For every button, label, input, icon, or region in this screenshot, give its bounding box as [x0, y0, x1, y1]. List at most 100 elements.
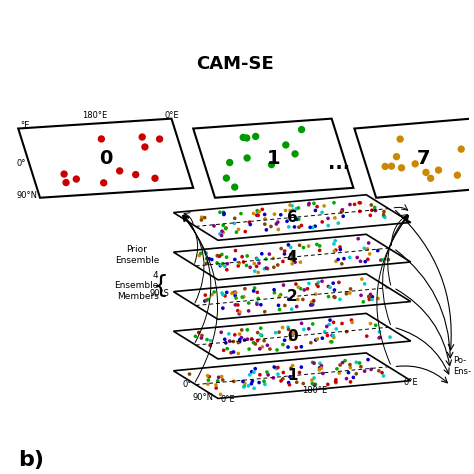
Point [339, 359, 346, 366]
Point [224, 260, 231, 267]
Text: ...: ... [328, 154, 351, 173]
Point [292, 258, 299, 266]
Point [246, 264, 254, 271]
Point [241, 380, 248, 387]
Text: 0°: 0° [182, 380, 192, 389]
Point [244, 336, 251, 343]
Point [339, 212, 347, 220]
Point [297, 285, 304, 292]
Point [261, 220, 269, 228]
Point [254, 208, 262, 216]
Point [321, 328, 328, 336]
Point [186, 370, 193, 378]
Point [291, 223, 298, 231]
Point [295, 215, 302, 223]
Point [270, 374, 277, 382]
Point [378, 369, 386, 376]
Point [250, 210, 257, 217]
Point [225, 330, 233, 337]
Point [295, 204, 302, 212]
Point [253, 301, 261, 308]
Point [367, 365, 375, 373]
Point [216, 252, 223, 260]
Point [230, 289, 237, 296]
Point [263, 368, 271, 376]
Point [288, 305, 295, 313]
Point [337, 246, 344, 253]
Point [301, 286, 308, 294]
Point [261, 381, 269, 388]
Point [254, 289, 261, 296]
Text: 1: 1 [287, 368, 297, 383]
Point [304, 285, 311, 292]
Point [195, 328, 202, 336]
Point [343, 290, 350, 298]
Point [380, 213, 387, 220]
Point [222, 225, 229, 232]
Point [330, 293, 338, 301]
Point [427, 174, 434, 182]
Point [354, 254, 361, 261]
Point [367, 320, 374, 328]
Point [251, 284, 258, 292]
Point [250, 339, 257, 346]
Point [201, 214, 209, 221]
Point [198, 332, 206, 339]
Point [289, 362, 296, 369]
Point [202, 249, 210, 257]
Point [98, 135, 105, 143]
Point [310, 200, 318, 207]
Point [310, 298, 317, 305]
Point [274, 226, 282, 233]
Point [280, 369, 287, 376]
Point [336, 243, 344, 251]
Point [285, 326, 292, 333]
Point [239, 134, 247, 141]
Point [325, 293, 332, 301]
Point [340, 255, 348, 263]
Point [290, 329, 298, 337]
Point [270, 363, 278, 371]
Point [356, 208, 364, 215]
Point [221, 292, 229, 300]
Point [232, 247, 239, 255]
Point [298, 343, 305, 351]
Point [359, 298, 367, 306]
Point [237, 210, 245, 218]
Point [313, 241, 321, 248]
Point [274, 301, 282, 309]
Point [375, 334, 383, 342]
Text: CAM-SE: CAM-SE [196, 55, 273, 73]
Point [338, 208, 346, 215]
Point [375, 367, 383, 374]
Point [309, 301, 317, 308]
Point [231, 255, 238, 263]
Point [293, 303, 301, 310]
Point [219, 229, 227, 237]
Point [255, 208, 263, 216]
Point [396, 135, 404, 143]
Point [254, 207, 261, 214]
Point [325, 321, 333, 328]
Point [279, 258, 287, 265]
Point [241, 336, 248, 344]
Point [116, 167, 123, 175]
Point [323, 323, 330, 330]
Point [263, 226, 270, 234]
Point [288, 256, 295, 264]
Point [346, 289, 354, 297]
Polygon shape [173, 274, 411, 319]
Point [255, 211, 262, 219]
Point [284, 323, 292, 331]
Point [297, 258, 304, 266]
Point [191, 332, 199, 340]
Point [343, 328, 350, 336]
Point [376, 334, 383, 341]
Point [294, 283, 302, 291]
Point [328, 331, 336, 339]
Point [319, 334, 326, 342]
Point [229, 337, 237, 345]
Point [295, 223, 303, 231]
Point [255, 379, 263, 386]
Point [270, 286, 278, 293]
